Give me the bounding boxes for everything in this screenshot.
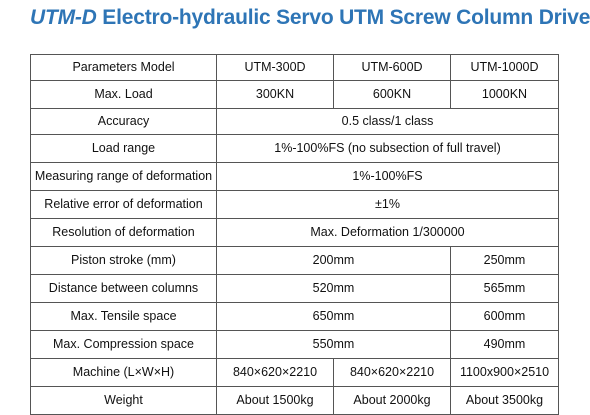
table-row: Resolution of deformation Max. Deformati… [30, 218, 559, 247]
header-label: Parameters Model [30, 54, 217, 81]
table-header-row: Parameters Model UTM-300D UTM-600D UTM-1… [30, 54, 559, 81]
table-row: Max. Compression space 550mm 490mm [30, 330, 559, 359]
header-model-600d: UTM-600D [333, 54, 451, 81]
page-title: UTM-D Electro-hydraulic Servo UTM Screw … [30, 6, 590, 30]
table-cell: About 3500kg [450, 386, 559, 415]
row-label: Max. Compression space [30, 330, 217, 359]
row-label: Accuracy [30, 108, 217, 135]
table-row: Distance between columns 520mm 565mm [30, 274, 559, 303]
table-cell: 520mm [216, 274, 451, 303]
spec-table: Parameters Model UTM-300D UTM-600D UTM-1… [30, 54, 559, 415]
table-row: Accuracy 0.5 class/1 class [30, 108, 559, 135]
row-label: Measuring range of deformation [30, 162, 217, 191]
table-cell: 600KN [333, 80, 451, 109]
table-cell: ±1% [216, 190, 559, 219]
table-cell: 300KN [216, 80, 334, 109]
table-cell: 650mm [216, 302, 451, 331]
table-row: Weight About 1500kg About 2000kg About 3… [30, 386, 559, 415]
table-cell: 1%-100%FS [216, 162, 559, 191]
table-cell: 1100x900×2510 [450, 358, 559, 387]
table-cell: About 1500kg [216, 386, 334, 415]
header-model-1000d: UTM-1000D [450, 54, 559, 81]
header-model-300d: UTM-300D [216, 54, 334, 81]
row-label: Distance between columns [30, 274, 217, 303]
row-label: Resolution of deformation [30, 218, 217, 247]
table-row: Max. Load 300KN 600KN 1000KN [30, 80, 559, 109]
table-cell: 1%-100%FS (no subsection of full travel) [216, 134, 559, 163]
table-cell: 1000KN [450, 80, 559, 109]
table-cell: 840×620×2210 [216, 358, 334, 387]
row-label: Weight [30, 386, 217, 415]
row-label: Relative error of deformation [30, 190, 217, 219]
row-label: Max. Tensile space [30, 302, 217, 331]
table-cell: 550mm [216, 330, 451, 359]
table-cell: 0.5 class/1 class [216, 108, 559, 135]
table-cell: 600mm [450, 302, 559, 331]
row-label: Piston stroke (mm) [30, 246, 217, 275]
table-row: Relative error of deformation ±1% [30, 190, 559, 219]
table-cell: 200mm [216, 246, 451, 275]
table-row: Max. Tensile space 650mm 600mm [30, 302, 559, 331]
row-label: Max. Load [30, 80, 217, 109]
table-cell: 490mm [450, 330, 559, 359]
row-label: Load range [30, 134, 217, 163]
table-cell: About 2000kg [333, 386, 451, 415]
table-cell: Max. Deformation 1/300000 [216, 218, 559, 247]
title-text: Electro-hydraulic Servo UTM Screw Column… [102, 6, 590, 29]
title-model: UTM-D [30, 6, 97, 29]
table-row: Load range 1%-100%FS (no subsection of f… [30, 134, 559, 163]
table-row: Measuring range of deformation 1%-100%FS [30, 162, 559, 191]
row-label: Machine (L×W×H) [30, 358, 217, 387]
table-cell: 565mm [450, 274, 559, 303]
table-row: Piston stroke (mm) 200mm 250mm [30, 246, 559, 275]
table-cell: 250mm [450, 246, 559, 275]
table-row: Machine (L×W×H) 840×620×2210 840×620×221… [30, 358, 559, 387]
table-cell: 840×620×2210 [333, 358, 451, 387]
